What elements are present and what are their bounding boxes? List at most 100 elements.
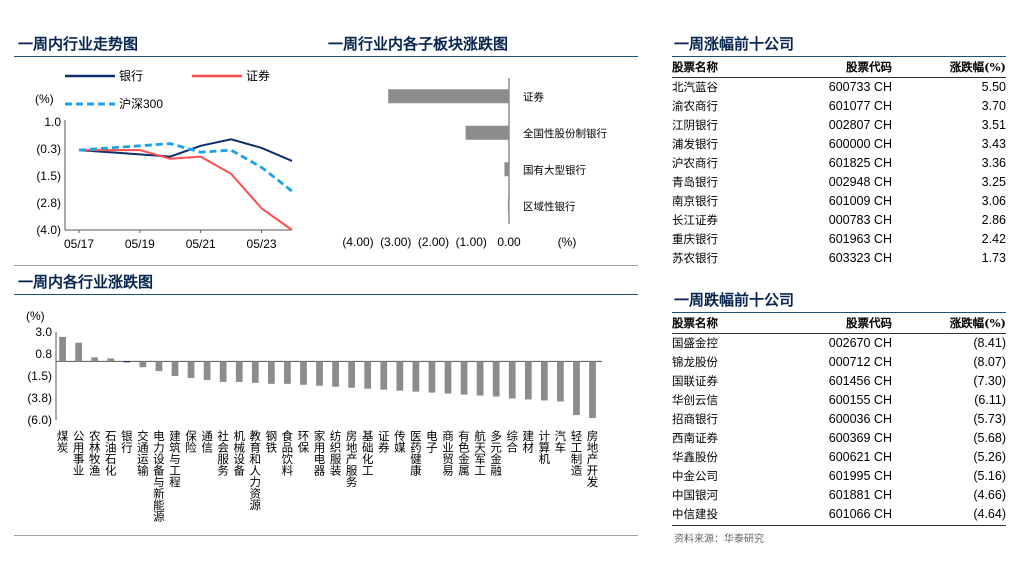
table-row: 锦龙股份 000712 CH (8.07)	[672, 353, 1006, 372]
bottom-ten-body: 国盛金控 002670 CH (8.41) 锦龙股份 000712 CH (8.07) 国联…	[672, 334, 1006, 525]
change-cell: 2.86	[981, 213, 1006, 227]
x-tick-label: (3.00)	[380, 235, 411, 249]
bar-全国性股份制银行	[465, 125, 509, 140]
stock-name-cell: 南京银行	[672, 194, 718, 208]
stock-code-cell: 600000 CH	[828, 137, 892, 151]
bar-家用电器	[316, 361, 323, 386]
stock-code-cell: 000712 CH	[828, 355, 892, 369]
change-cell: (8.07)	[973, 355, 1006, 369]
category-label: 房地产服务	[346, 430, 358, 489]
category-label: 农林牧渔	[89, 429, 101, 478]
category-label: 航天军工	[474, 429, 486, 478]
y-tick-label: 0.8	[35, 347, 52, 361]
category-label: 传媒	[394, 429, 406, 455]
category-label: 商业贸易	[442, 429, 454, 478]
stock-name-cell: 华创云信	[672, 393, 718, 407]
bar-公用事业	[75, 342, 83, 362]
category-label: 建材	[523, 429, 535, 455]
y-tick-label: (0.3)	[36, 142, 61, 156]
stock-name-cell: 重庆银行	[672, 232, 718, 246]
stock-name-cell: 中信建投	[672, 507, 718, 521]
change-cell: 1.73	[981, 251, 1006, 265]
stock-code-cell: 601077 CH	[828, 99, 892, 113]
bar-保险	[187, 361, 195, 378]
change-cell: (5.68)	[973, 431, 1006, 445]
col-change-header: 涨跌幅(%)	[892, 58, 1006, 78]
top-ten-title: 一周涨幅前十公司	[674, 35, 795, 53]
bar-电子	[428, 361, 436, 393]
bar-教育和人力资源	[251, 361, 259, 383]
stock-name-cell: 浦发银行	[672, 137, 718, 151]
x-tick-label: 0.00	[497, 235, 521, 249]
bar-航天军工	[476, 361, 484, 396]
category-label: 建筑与工程	[169, 429, 181, 489]
stock-name-cell: 华鑫股份	[672, 450, 718, 464]
y-tick-label: (6.0)	[27, 413, 52, 427]
change-cell: 5.50	[981, 80, 1006, 94]
stock-code-cell: 600036 CH	[828, 412, 892, 426]
x-tick-label: (1.00)	[456, 235, 487, 249]
industry-chart-title: 一周内各行业涨跌图	[18, 273, 154, 291]
category-label: 电子	[426, 430, 438, 455]
stock-name-cell: 锦龙股份	[672, 355, 718, 369]
table-row: 招商银行 600036 CH (5.73)	[672, 410, 1006, 429]
bar-计算机	[540, 361, 548, 401]
stock-code-cell: 601456 CH	[828, 374, 892, 388]
legend-label: 证券	[246, 68, 270, 83]
bar-多元金融	[492, 361, 500, 397]
bar-社会服务	[219, 361, 227, 382]
change-cell: 3.43	[981, 137, 1006, 151]
bar-综合	[508, 361, 516, 399]
stock-name-cell: 国联证券	[672, 374, 718, 388]
top-ten-body: 北汽蓝谷 600733 CH 5.50 渝农商行 601077 CH 3.70 江阴银行 00…	[672, 78, 1006, 269]
stock-name-cell: 江阴银行	[672, 118, 718, 132]
stock-code-cell: 000783 CH	[828, 213, 892, 227]
trend-chart-title: 一周内行业走势图	[18, 35, 139, 53]
category-label: 轻工制造	[571, 429, 583, 478]
y-tick-label: 3.0	[35, 325, 52, 339]
bar-房地产服务	[348, 361, 356, 388]
series-line-银行	[78, 138, 293, 162]
stock-code-cell: 002807 CH	[828, 118, 892, 132]
bar-钢铁	[267, 361, 275, 384]
stock-code-cell: 601825 CH	[828, 156, 892, 170]
col-name-header: 股票名称	[672, 58, 782, 78]
left-bottom-divider	[14, 535, 638, 536]
stock-code-cell: 601066 CH	[828, 507, 892, 521]
stock-code-cell: 600733 CH	[828, 80, 892, 94]
col-name-header: 股票名称	[672, 314, 782, 334]
table-row: 重庆银行 601963 CH 2.42	[672, 230, 1006, 249]
col-change-header: 涨跌幅(%)	[892, 314, 1006, 334]
table-header-row: 股票名称 股票代码 涨跌幅(%)	[672, 314, 1006, 334]
x-tick-label: 05/19	[125, 237, 155, 251]
bar-通信	[203, 361, 211, 380]
bar-石油石化	[107, 358, 115, 362]
stock-code-cell: 603323 CH	[828, 251, 892, 265]
stock-name-cell: 北汽蓝谷	[672, 80, 718, 94]
bar-商业贸易	[444, 361, 452, 394]
stock-name-cell: 招商银行	[672, 412, 718, 426]
stock-name-cell: 长江证券	[672, 213, 718, 227]
x-tick-label: (4.00)	[342, 235, 373, 249]
stock-name-cell: 中国银河	[672, 488, 718, 502]
bar-银行	[123, 361, 131, 363]
table-row: 国盛金控 002670 CH (8.41)	[672, 334, 1006, 354]
stock-code-cell: 600155 CH	[828, 393, 892, 407]
y-tick-label: 1.0	[44, 115, 61, 129]
y-tick-label: (4.0)	[36, 223, 61, 237]
stock-code-cell: 002670 CH	[828, 336, 892, 350]
bar-传媒	[396, 361, 404, 391]
sub-sector-chart-title: 一周行业内各子板块涨跌图	[328, 35, 509, 53]
table-header-row: 股票名称 股票代码 涨跌幅(%)	[672, 58, 1006, 78]
category-label: 汽车	[555, 429, 567, 455]
stock-code-cell: 002948 CH	[828, 175, 892, 189]
table-row: 中信建投 601066 CH (4.64)	[672, 505, 1006, 524]
change-cell: 2.42	[981, 232, 1006, 246]
table-row: 渝农商行 601077 CH 3.70	[672, 97, 1006, 116]
change-cell: (6.11)	[974, 393, 1006, 407]
table-row: 北汽蓝谷 600733 CH 5.50	[672, 78, 1006, 98]
change-cell: (4.66)	[973, 488, 1006, 502]
category-label: 有色金属	[458, 429, 470, 478]
bar-交通运输	[139, 361, 147, 368]
category-label: 区域性银行	[523, 200, 576, 213]
